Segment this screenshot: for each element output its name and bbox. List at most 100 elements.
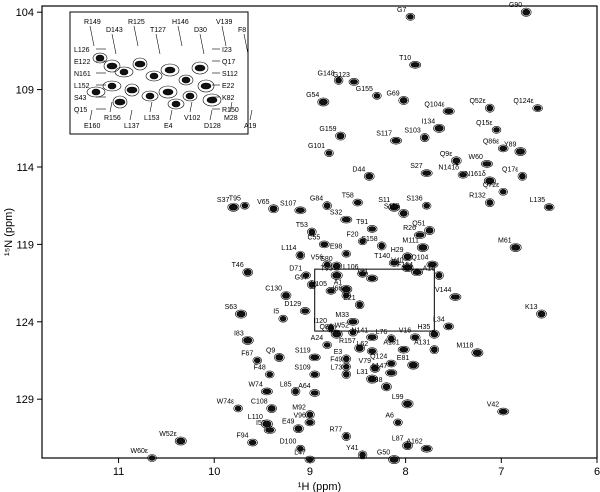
peak-label: R132 <box>469 193 486 200</box>
peak-label: T58 <box>342 193 354 200</box>
peak-marker <box>367 275 377 282</box>
inset-contour <box>124 83 140 97</box>
peak-label: A131 <box>414 340 430 347</box>
peak-label: E81 <box>397 355 410 362</box>
peak-label: G148 <box>318 70 335 77</box>
inset-label: D128 <box>204 123 221 130</box>
y-tick-label: 124 <box>16 317 34 329</box>
inset-peak <box>181 76 191 84</box>
peak-marker <box>365 172 374 180</box>
peak-label: F154 <box>397 262 413 269</box>
peak-marker <box>493 127 500 133</box>
peak-marker <box>148 455 156 461</box>
inset-contour <box>114 66 134 78</box>
peak-marker <box>342 292 350 299</box>
inset-label: Q17 <box>222 59 235 66</box>
peak-label: G123 <box>333 72 350 79</box>
peak-label: E3 <box>334 349 343 356</box>
inset-leader <box>133 25 139 47</box>
peak-label: L34 <box>433 316 445 323</box>
peak-marker <box>399 210 408 217</box>
peak-marker <box>350 79 358 85</box>
peak-contour <box>340 215 353 224</box>
peak-marker <box>368 348 377 354</box>
peak-label: A147 <box>371 363 387 370</box>
peak-marker <box>356 301 363 309</box>
peak-contour <box>318 240 330 249</box>
peak-contour <box>429 345 440 355</box>
peak-marker <box>371 364 379 372</box>
peak-marker <box>292 388 299 395</box>
inset-label: K82 <box>222 95 235 102</box>
inset-contour <box>132 57 148 71</box>
peak-label: A162 <box>406 439 422 446</box>
zoom-rectangle <box>314 268 435 332</box>
peak-marker <box>545 204 554 210</box>
peak-contour <box>240 201 250 210</box>
peak-marker <box>422 170 432 176</box>
inset-label: D30 <box>194 27 207 34</box>
inset-peak <box>145 92 155 100</box>
peak-marker <box>306 419 314 426</box>
peak-contour <box>322 260 332 269</box>
peak-marker <box>425 227 434 234</box>
inset-peak <box>114 98 126 106</box>
peak-label: N141δ <box>438 165 459 172</box>
peak-contour <box>309 370 321 379</box>
inset-contour <box>112 95 128 109</box>
inset-label: E4 <box>164 123 173 130</box>
peak-marker <box>267 405 276 412</box>
inset-leader <box>189 101 193 113</box>
peak-contour <box>295 444 306 453</box>
peak-marker <box>482 161 492 167</box>
peak-marker <box>435 272 443 279</box>
peak-marker <box>348 319 358 325</box>
inset-peak <box>206 96 218 104</box>
inset-contour <box>158 85 178 99</box>
inset-label: R149 <box>84 19 101 26</box>
inset-peak <box>162 88 174 96</box>
peak-label: A24 <box>311 335 324 342</box>
inset-label: L153 <box>144 115 160 122</box>
peak-marker <box>265 427 275 433</box>
peak-contour <box>407 360 420 370</box>
inset-label: V139 <box>216 19 232 26</box>
peak-label: F94 <box>236 433 248 440</box>
x-tick-label: 11 <box>113 466 124 478</box>
peak-contour <box>424 226 435 235</box>
peak-contour <box>369 363 381 373</box>
peak-contour <box>376 241 387 251</box>
peak-label: S37 <box>217 197 230 204</box>
inset-peak <box>171 100 181 108</box>
peak-contour <box>520 7 532 17</box>
peak-label: G90 <box>509 2 522 9</box>
peak-contour <box>420 444 433 453</box>
peak-contour <box>388 202 401 212</box>
peak-contour <box>304 418 316 427</box>
peak-label: S119 <box>295 347 311 354</box>
inset-leader <box>89 109 93 121</box>
peak-label: C108 <box>251 398 268 405</box>
peak-marker <box>412 269 422 275</box>
inset-panel: R149 D143 R125 T127 H146 D30 V139 F8 L126 E122 N16… <box>69 11 257 135</box>
peak-contour <box>307 227 317 237</box>
peak-label: G155 <box>356 86 373 93</box>
peak-contour <box>278 314 288 323</box>
peak-marker <box>342 371 350 378</box>
peak-marker <box>522 8 531 16</box>
peak-label: C130 <box>265 285 282 292</box>
peak-marker <box>243 337 253 344</box>
peak-label: L110 <box>248 414 263 421</box>
peak-marker <box>452 157 461 165</box>
peak-contour <box>274 352 285 362</box>
peak-marker <box>515 148 525 155</box>
peak-label: N161δ <box>465 171 486 178</box>
peak-contour <box>401 399 414 409</box>
peak-contour <box>372 91 382 100</box>
peak-label: I66 <box>333 285 343 292</box>
peak-marker <box>310 354 320 361</box>
peak-contour <box>405 13 416 21</box>
inset-leader <box>89 25 95 47</box>
peak-label: V40 <box>391 258 404 265</box>
peak-marker <box>486 199 494 206</box>
